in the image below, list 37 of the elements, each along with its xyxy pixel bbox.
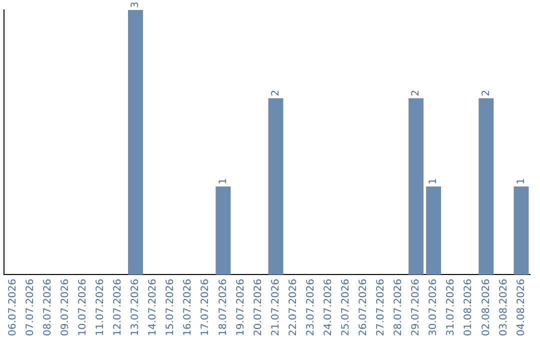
x-tick-label: 22.07.2026 (288, 278, 299, 336)
x-tick-label: 15.07.2026 (165, 278, 176, 336)
x-tick-label: 16.07.2026 (182, 278, 194, 336)
data-label: 2 (410, 90, 422, 96)
x-tick-label: 17.07.2026 (200, 278, 212, 336)
x-tick-label: 31.07.2026 (446, 278, 457, 336)
x-tick-label: 13.07.2026 (130, 278, 142, 336)
data-label: 1 (428, 178, 440, 184)
x-tick-label: 01.08.2026 (463, 278, 474, 336)
data-label: 1 (516, 178, 527, 184)
x-tick-label: 12.07.2026 (112, 278, 124, 336)
data-label: 2 (480, 90, 492, 96)
x-tick-label: 08.07.2026 (42, 278, 54, 336)
x-tick-label: 24.07.2026 (322, 278, 334, 336)
data-label: 2 (270, 90, 282, 96)
x-tick-label: 29.07.2026 (410, 278, 422, 336)
x-tick-label: 20.07.2026 (252, 278, 264, 336)
x-tick-label: 02.08.2026 (480, 278, 492, 336)
x-tick-label: 18.07.2026 (218, 278, 229, 336)
x-tick-label: 06.07.2026 (7, 278, 18, 336)
x-tick-label: 04.08.2026 (516, 278, 527, 336)
x-tick-label: 19.07.2026 (235, 278, 246, 336)
data-label: 3 (130, 2, 142, 8)
x-tick-label: 27.07.2026 (376, 278, 387, 336)
x-tick-label: 14.07.2026 (148, 278, 159, 336)
x-tick-label: 26.07.2026 (358, 278, 370, 336)
x-tick-label: 11.07.2026 (95, 278, 106, 336)
x-tick-label: 10.07.2026 (77, 278, 88, 336)
x-tick-label: 09.07.2026 (60, 278, 71, 336)
x-tick-label: 03.08.2026 (498, 278, 510, 336)
x-tick-label: 30.07.2026 (428, 278, 440, 336)
x-tick-label: 25.07.2026 (340, 278, 352, 336)
x-tick-label: 07.07.2026 (24, 278, 36, 336)
x-tick-label: 28.07.2026 (393, 278, 404, 336)
data-label: 1 (218, 178, 229, 184)
x-tick-label: 23.07.2026 (305, 278, 316, 336)
x-tick-label: 21.07.2026 (270, 278, 282, 336)
